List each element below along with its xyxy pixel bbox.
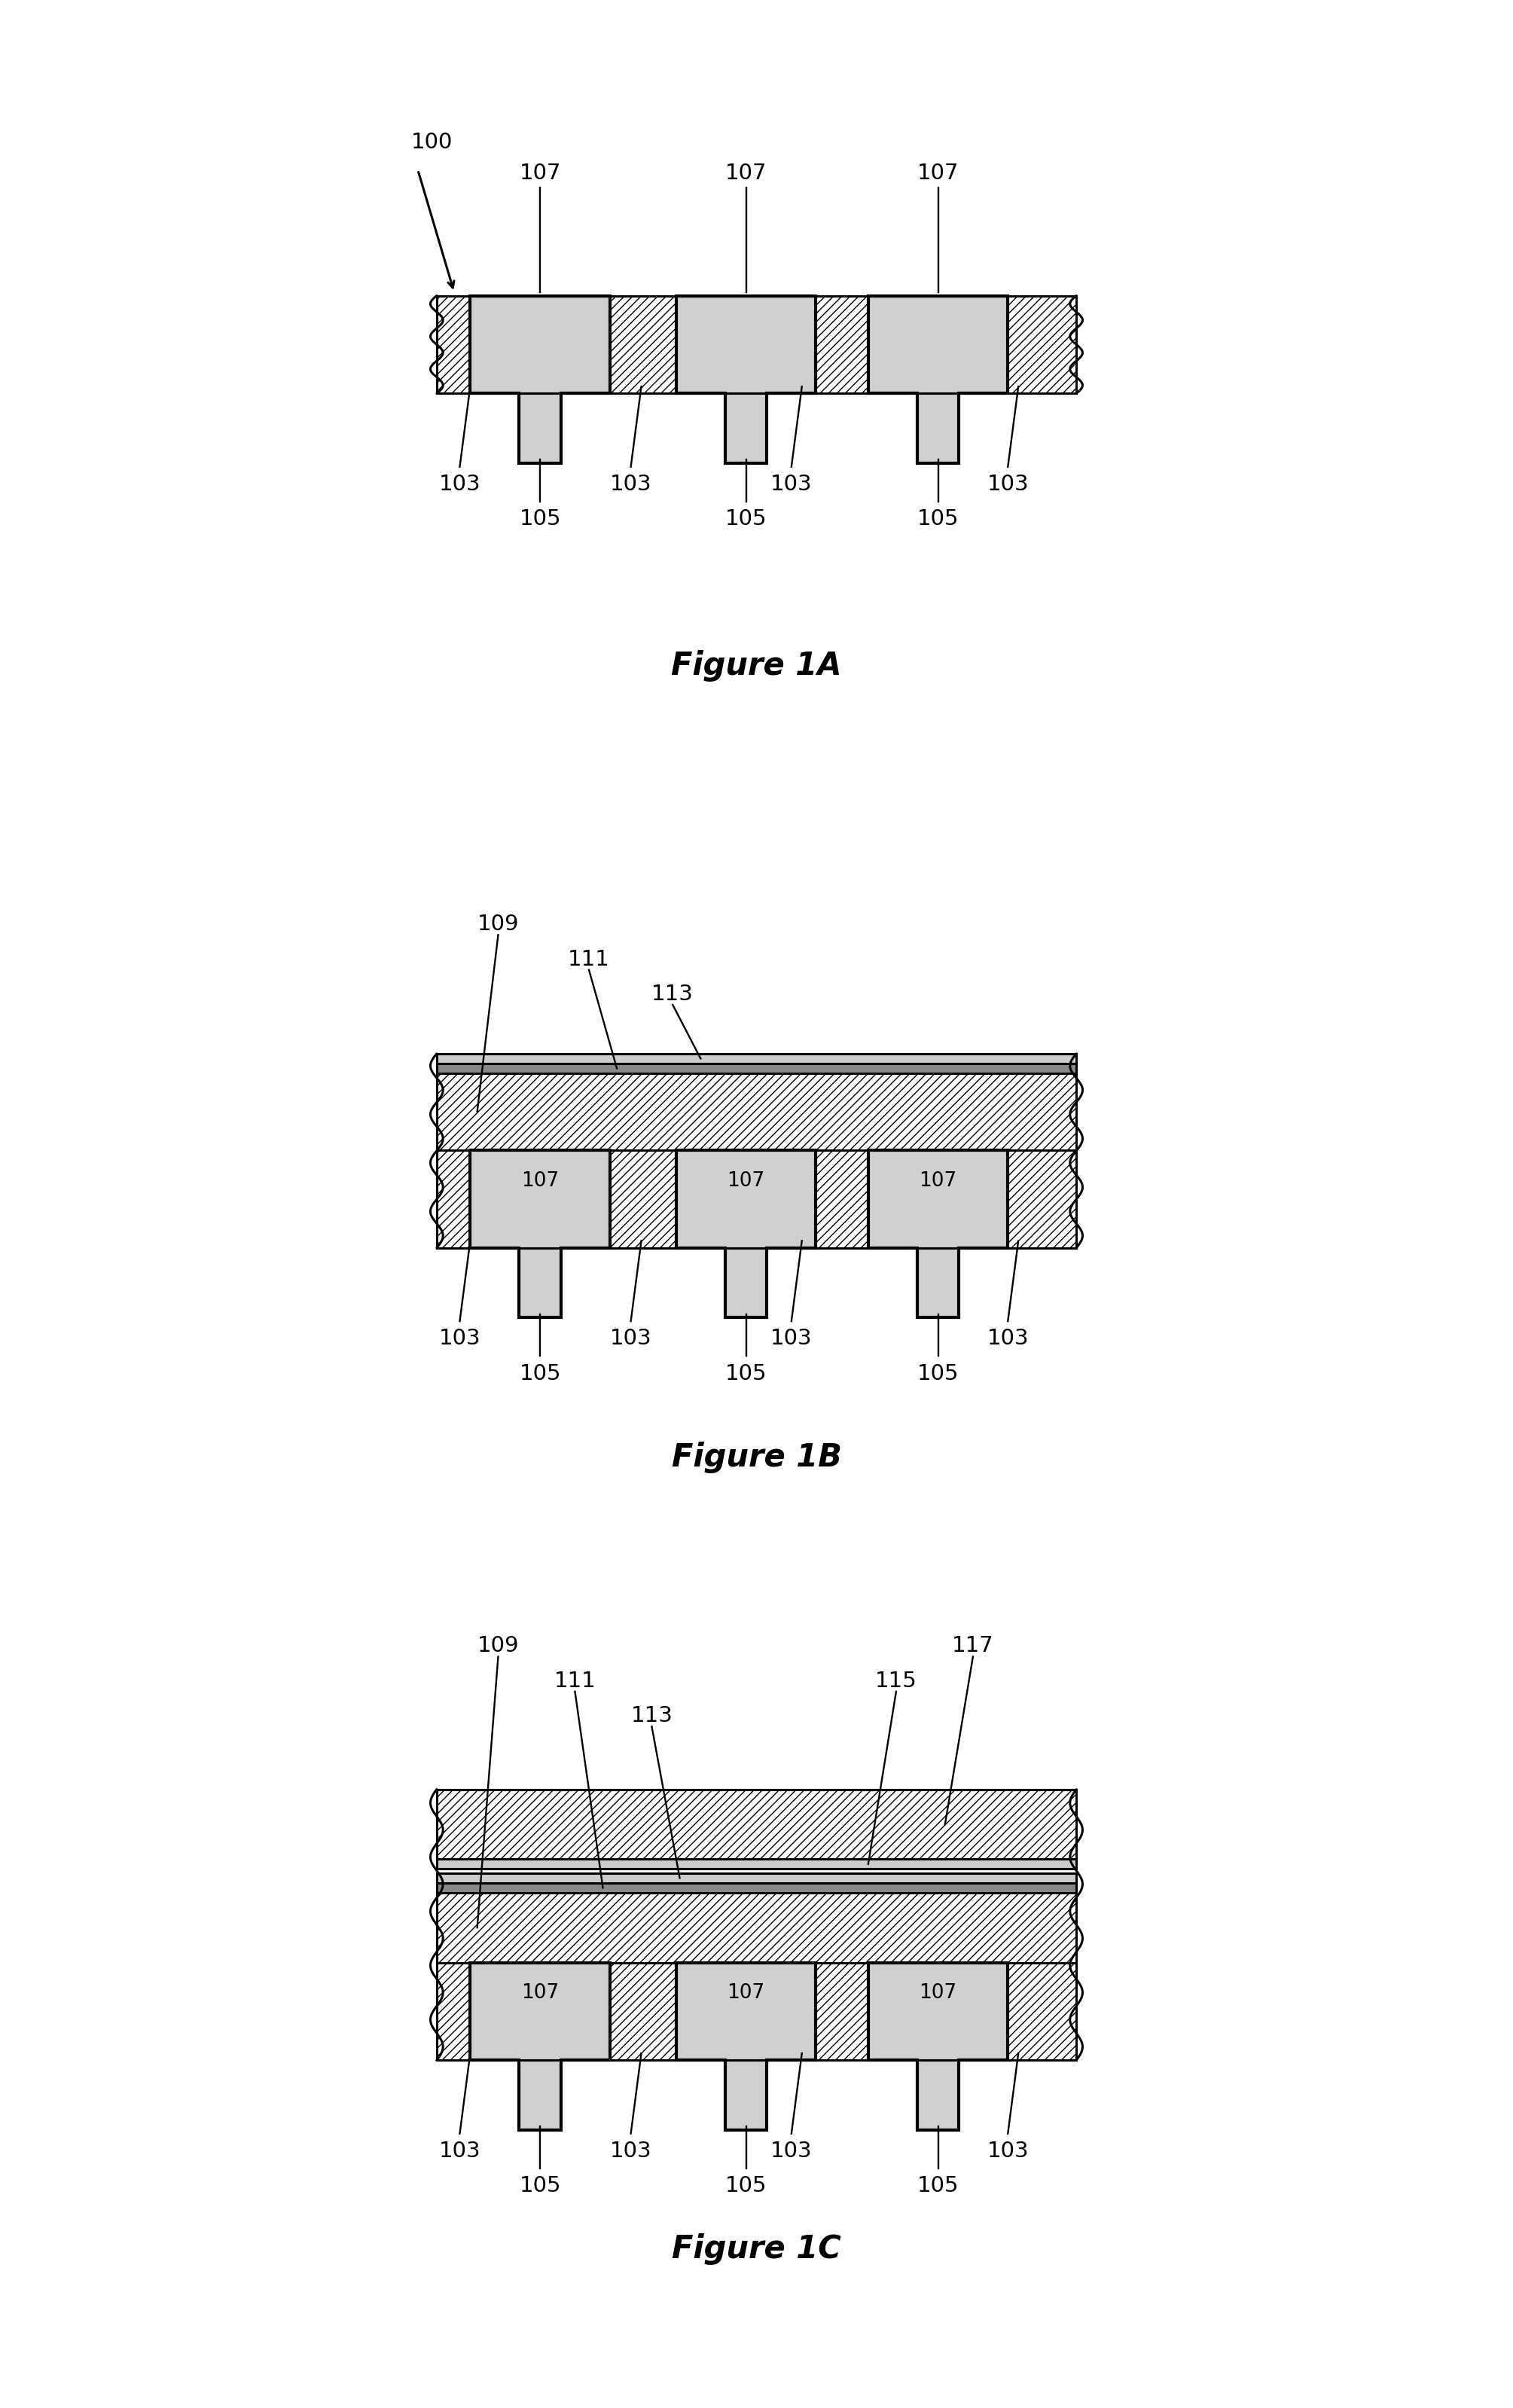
Polygon shape: [471, 1963, 610, 2131]
Text: 115: 115: [875, 1671, 917, 1690]
Bar: [437, 1883, 1076, 1893]
Bar: [437, 1893, 1076, 1963]
Text: 103: 103: [610, 1329, 652, 1348]
Text: 105: 105: [725, 508, 767, 530]
Text: Figure 1A: Figure 1A: [672, 650, 841, 681]
Text: 105: 105: [917, 2174, 959, 2196]
Text: 103: 103: [439, 1329, 481, 1348]
Text: 107: 107: [520, 1984, 558, 2003]
Bar: [437, 1151, 1076, 1247]
Bar: [437, 1873, 1076, 1883]
Text: 105: 105: [519, 2174, 561, 2196]
Polygon shape: [868, 296, 1008, 462]
Polygon shape: [676, 1151, 816, 1317]
Text: 103: 103: [986, 2141, 1029, 2162]
Text: 107: 107: [918, 1984, 956, 2003]
Polygon shape: [471, 1151, 610, 1317]
Text: 111: 111: [554, 1671, 596, 1690]
Bar: [437, 1789, 1076, 1859]
Polygon shape: [471, 296, 610, 462]
Polygon shape: [868, 1963, 1008, 2131]
Text: 103: 103: [770, 2141, 812, 2162]
Text: 117: 117: [952, 1635, 994, 1657]
Text: 103: 103: [610, 2141, 652, 2162]
Text: 103: 103: [770, 474, 812, 496]
Bar: [437, 1055, 1076, 1064]
Bar: [437, 296, 1076, 393]
Text: 103: 103: [770, 1329, 812, 1348]
Text: 107: 107: [918, 1170, 956, 1190]
Text: 103: 103: [986, 1329, 1029, 1348]
Text: 100: 100: [412, 132, 452, 152]
Text: 113: 113: [652, 985, 694, 1004]
Polygon shape: [676, 1963, 816, 2131]
Bar: [437, 1064, 1076, 1074]
Text: Figure 1C: Figure 1C: [672, 2232, 841, 2264]
Text: 105: 105: [725, 2174, 767, 2196]
Text: 113: 113: [631, 1705, 673, 1727]
Bar: [437, 1074, 1076, 1151]
Text: 107: 107: [520, 1170, 558, 1190]
Polygon shape: [868, 1151, 1008, 1317]
Text: 107: 107: [728, 1984, 766, 2003]
Bar: [437, 1859, 1076, 1869]
Text: 105: 105: [519, 1363, 561, 1385]
Bar: [437, 1963, 1076, 2061]
Text: 103: 103: [439, 2141, 481, 2162]
Text: 105: 105: [917, 1363, 959, 1385]
Text: 109: 109: [477, 915, 519, 934]
Text: 105: 105: [917, 508, 959, 530]
Text: Figure 1B: Figure 1B: [672, 1442, 841, 1474]
Text: 103: 103: [610, 474, 652, 496]
Text: 111: 111: [567, 949, 610, 970]
Text: 103: 103: [439, 474, 481, 496]
Text: 107: 107: [519, 164, 561, 183]
Text: 109: 109: [477, 1635, 519, 1657]
Text: 107: 107: [725, 164, 767, 183]
Text: 107: 107: [728, 1170, 766, 1190]
Text: 107: 107: [917, 164, 959, 183]
Polygon shape: [676, 296, 816, 462]
Text: 105: 105: [519, 508, 561, 530]
Text: 105: 105: [725, 1363, 767, 1385]
Text: 103: 103: [986, 474, 1029, 496]
